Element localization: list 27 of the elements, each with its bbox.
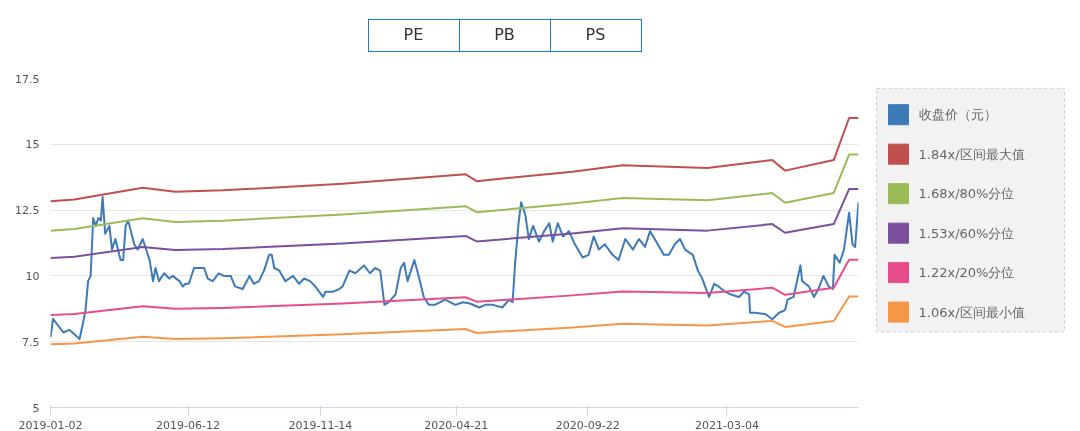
x-tick-label: 2019-01-02 [18,418,83,431]
line-series [50,116,859,203]
legend-label: 1.53x/60%分位 [918,225,1015,241]
legend-label: 1.06x/区间最小值 [918,304,1025,320]
y-tick-label: 12.5 [15,204,40,218]
line-series [50,195,859,341]
text: PS [549,19,642,52]
x-tick-label: 2020-04-21 [424,418,489,431]
legend-label: 收盘价（元） [918,107,997,123]
y-tick-label: 10 [25,269,40,283]
x-tick-label: 2019-06-12 [156,418,220,431]
y-tick-label: 15 [25,138,40,152]
y-tick-label: 7.5 [22,335,40,349]
text: PB [458,19,551,52]
y-tick-label: 5 [32,401,40,415]
text: PE [367,19,460,52]
y-tick-label: 17.5 [15,72,40,86]
legend-label: 1.84x/区间最大值 [918,146,1025,162]
legend-label: 1.68x/80%分位 [918,186,1015,202]
line-series [50,258,859,317]
x-tick-label: 2020-09-22 [555,418,620,431]
x-tick-label: 2019-11-14 [288,418,353,431]
line-series [50,295,859,346]
x-tick-label: 2021-03-04 [695,418,759,431]
line-series [50,153,859,232]
line-series [50,188,859,259]
legend-label: 1.22x/20%分位 [918,265,1015,281]
